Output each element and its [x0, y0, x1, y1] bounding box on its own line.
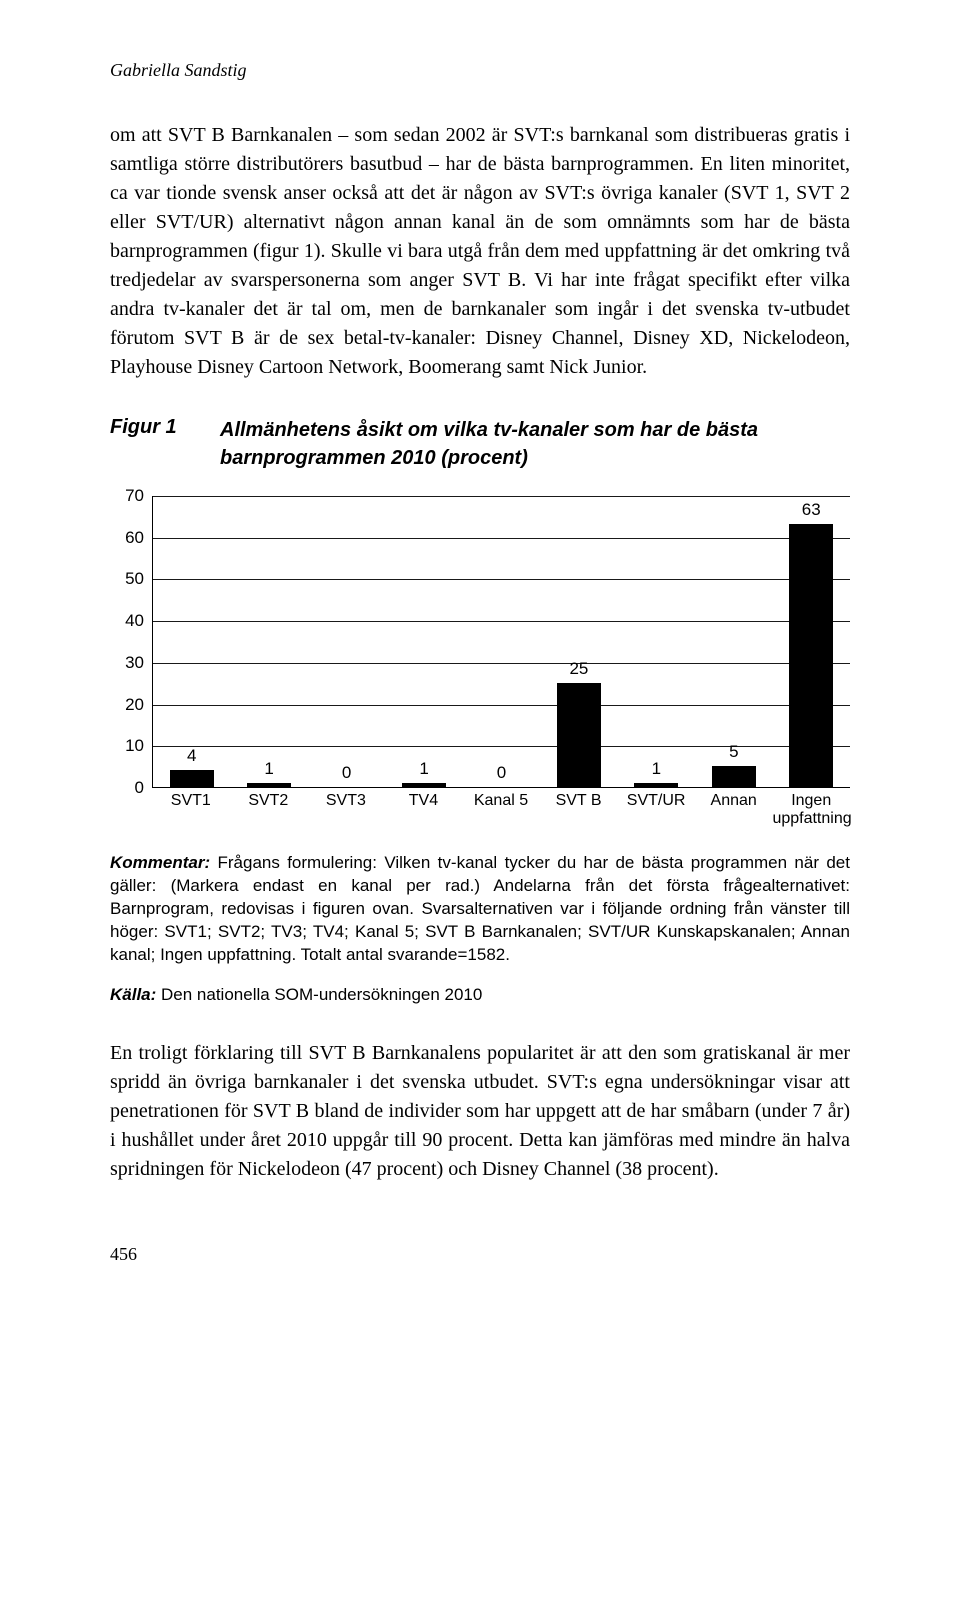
source-label: Källa:	[110, 985, 156, 1004]
bar-slot: 4	[153, 496, 230, 787]
bar	[789, 524, 833, 787]
body-paragraph-1: om att SVT B Barnkanalen – som sedan 200…	[110, 121, 850, 382]
x-tick-label: TV4	[385, 792, 463, 810]
bar-slot: 1	[618, 496, 695, 787]
x-tick-label: Ingenuppfattning	[772, 792, 850, 827]
y-tick-label: 40	[110, 611, 144, 631]
y-tick-label: 20	[110, 695, 144, 715]
bar-slot: 5	[695, 496, 772, 787]
figure-source: Källa: Den nationella SOM-undersökningen…	[110, 985, 850, 1005]
bar-slot: 0	[308, 496, 385, 787]
bar-value-label: 4	[153, 746, 230, 766]
figure-heading: Figur 1 Allmänhetens åsikt om vilka tv-k…	[110, 416, 850, 472]
x-tick-label: Kanal 5	[462, 792, 540, 810]
comment-text: Frågans formulering: Vilken tv-kanal tyc…	[110, 853, 850, 964]
gridline	[153, 621, 850, 622]
x-tick-label: SVT/UR	[617, 792, 695, 810]
bar	[247, 783, 291, 787]
bar-value-label: 5	[695, 742, 772, 762]
y-tick-label: 30	[110, 653, 144, 673]
x-axis-labels: SVT1SVT2SVT3TV4Kanal 5SVT BSVT/URAnnanIn…	[152, 788, 850, 816]
gridline	[153, 538, 850, 539]
bar-value-label: 0	[463, 763, 540, 783]
x-tick-label: SVT3	[307, 792, 385, 810]
bar-slot: 25	[540, 496, 617, 787]
figure-title: Allmänhetens åsikt om vilka tv-kanaler s…	[220, 416, 850, 472]
gridline	[153, 496, 850, 497]
bar	[557, 683, 601, 787]
bar-value-label: 25	[540, 659, 617, 679]
bar-value-label: 1	[385, 759, 462, 779]
bar-slot: 1	[230, 496, 307, 787]
bar-value-label: 1	[618, 759, 695, 779]
figure-comment: Kommentar: Frågans formulering: Vilken t…	[110, 852, 850, 967]
y-tick-label: 0	[110, 778, 144, 798]
bar	[712, 766, 756, 787]
x-tick-label: SVT2	[230, 792, 308, 810]
y-tick-label: 10	[110, 736, 144, 756]
bar-slot: 0	[463, 496, 540, 787]
chart-container: 41010251563 SVT1SVT2SVT3TV4Kanal 5SVT BS…	[110, 496, 850, 816]
y-tick-label: 60	[110, 528, 144, 548]
y-tick-label: 50	[110, 569, 144, 589]
figure-label: Figur 1	[110, 416, 220, 472]
x-tick-label: Annan	[695, 792, 773, 810]
bar	[170, 770, 214, 787]
running-head: Gabriella Sandstig	[110, 60, 850, 81]
plot-area: 41010251563	[152, 496, 850, 788]
body-paragraph-2: En troligt förklaring till SVT B Barnkan…	[110, 1039, 850, 1184]
comment-label: Kommentar:	[110, 853, 210, 872]
gridline	[153, 746, 850, 747]
bar-chart: 41010251563 SVT1SVT2SVT3TV4Kanal 5SVT BS…	[110, 496, 850, 816]
x-tick-label: SVT B	[540, 792, 618, 810]
bar-value-label: 0	[308, 763, 385, 783]
bar-slot: 1	[385, 496, 462, 787]
source-text: Den nationella SOM-undersökningen 2010	[156, 985, 482, 1004]
bar-value-label: 1	[230, 759, 307, 779]
gridline	[153, 663, 850, 664]
bar-value-label: 63	[773, 500, 850, 520]
gridline	[153, 579, 850, 580]
page-number: 456	[110, 1244, 850, 1265]
gridline	[153, 705, 850, 706]
bar-slot: 63	[773, 496, 850, 787]
bar	[634, 783, 678, 787]
bars-group: 41010251563	[153, 496, 850, 787]
y-tick-label: 70	[110, 486, 144, 506]
page: Gabriella Sandstig om att SVT B Barnkana…	[0, 0, 960, 1325]
bar	[402, 783, 446, 787]
x-tick-label: SVT1	[152, 792, 230, 810]
